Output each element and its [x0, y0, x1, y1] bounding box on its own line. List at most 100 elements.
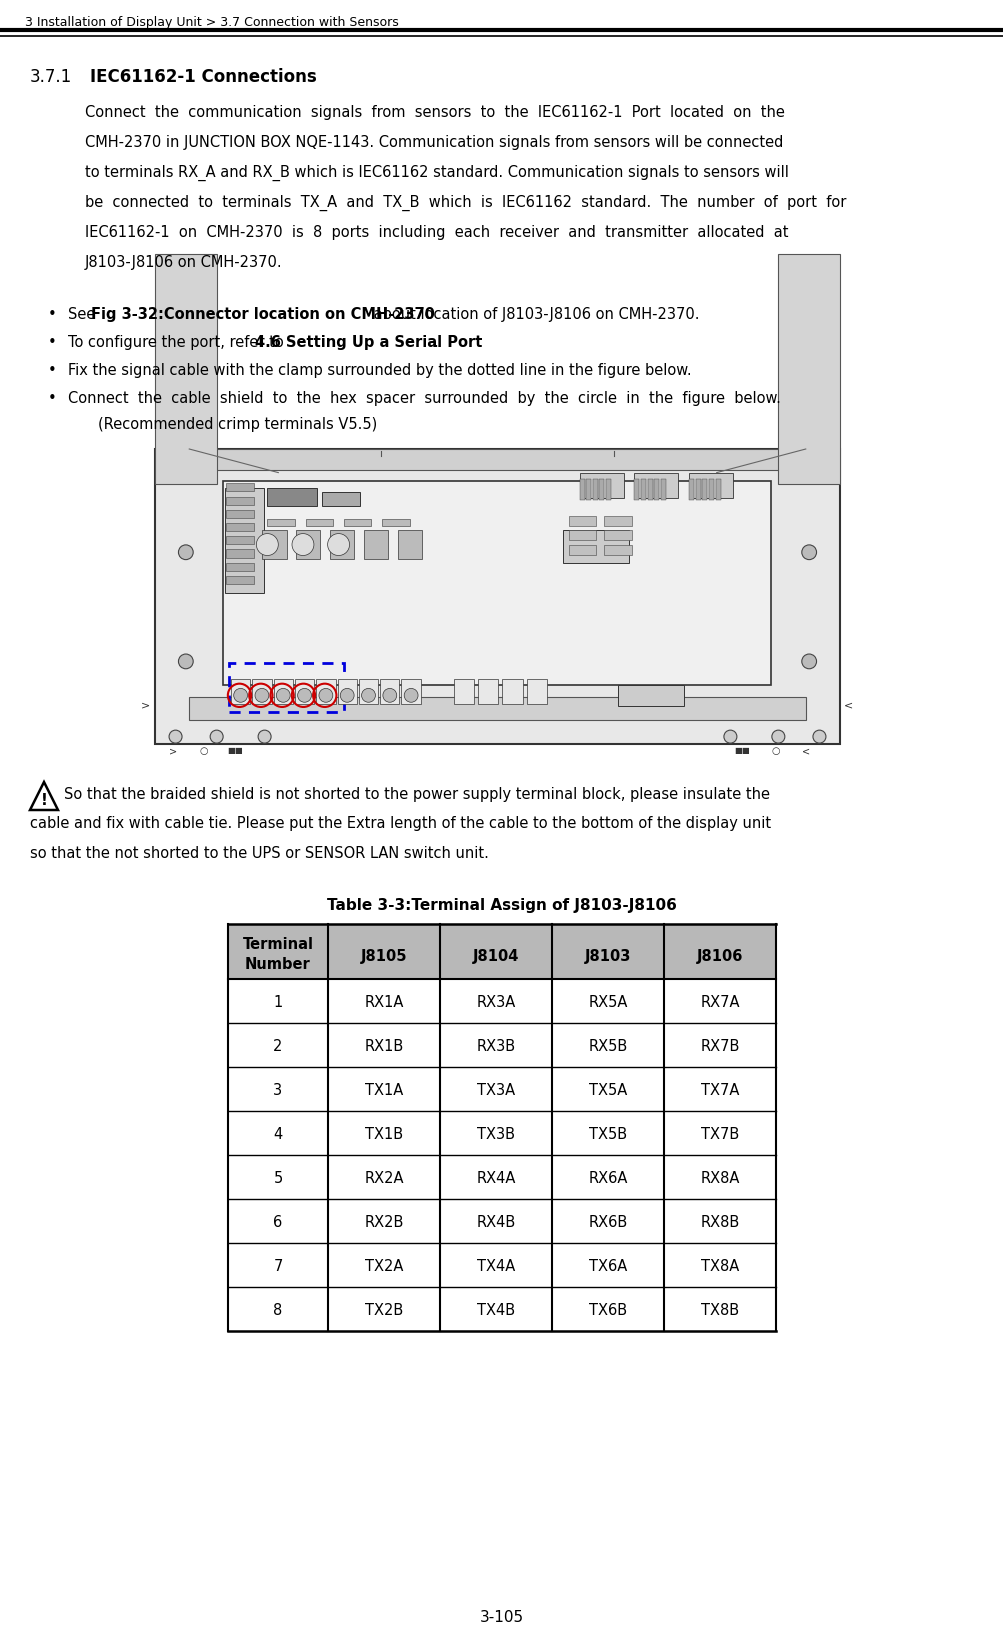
Bar [337, 680, 356, 704]
Text: RX6A: RX6A [588, 1171, 627, 1186]
Circle shape [297, 688, 311, 703]
Bar [708, 480, 713, 500]
Bar [579, 473, 623, 498]
Bar [227, 523, 254, 531]
Bar [228, 1066, 775, 1111]
Text: TX2A: TX2A [364, 1260, 403, 1274]
Text: 8: 8 [273, 1302, 282, 1319]
Bar [592, 480, 597, 500]
Text: RX6B: RX6B [588, 1215, 627, 1230]
Bar [363, 531, 388, 559]
Text: to terminals RX_A and RX_B which is IEC61162 standard. Communication signals to : to terminals RX_A and RX_B which is IEC6… [85, 165, 788, 182]
Bar [228, 1155, 775, 1199]
Bar [526, 680, 547, 704]
Bar [634, 473, 678, 498]
Bar [228, 1024, 775, 1066]
Text: Terminal: Terminal [243, 937, 313, 952]
Bar [604, 516, 631, 526]
Bar [267, 519, 295, 526]
Bar [563, 531, 629, 563]
Bar [227, 549, 254, 557]
Bar [189, 449, 805, 470]
Text: TX4A: TX4A [476, 1260, 515, 1274]
Bar [228, 1243, 775, 1287]
Bar [604, 544, 631, 555]
Bar [262, 531, 286, 559]
Circle shape [801, 545, 815, 560]
Circle shape [801, 654, 815, 668]
Text: ○: ○ [200, 745, 208, 757]
Text: RX1B: RX1B [364, 1038, 403, 1053]
Circle shape [340, 688, 354, 703]
Text: TX5B: TX5B [589, 1127, 627, 1142]
Bar [228, 1199, 775, 1243]
Bar [502, 680, 523, 704]
Circle shape [327, 534, 349, 555]
Text: J8106: J8106 [696, 948, 742, 965]
Bar [397, 531, 422, 559]
Text: RX5B: RX5B [588, 1038, 627, 1053]
Text: TX7B: TX7B [700, 1127, 738, 1142]
Bar [568, 544, 596, 555]
Bar [227, 509, 254, 518]
Bar [453, 680, 473, 704]
Text: J8105: J8105 [360, 948, 407, 965]
Circle shape [169, 731, 182, 744]
Text: RX2A: RX2A [364, 1171, 403, 1186]
Text: be  connected  to  terminals  TX_A  and  TX_B  which  is  IEC61162  standard.  T: be connected to terminals TX_A and TX_B … [85, 195, 846, 211]
Text: <: < [844, 701, 853, 711]
Text: TX2B: TX2B [364, 1302, 403, 1319]
Text: CMH-2370 in JUNCTION BOX NQE-1143. Communication signals from sensors will be co: CMH-2370 in JUNCTION BOX NQE-1143. Commu… [85, 134, 782, 151]
Text: •: • [48, 336, 57, 351]
Text: 3.7.1: 3.7.1 [30, 69, 72, 87]
Text: Connect  the  cable  shield  to  the  hex  spacer  surrounded  by  the  circle  : Connect the cable shield to the hex spac… [68, 391, 780, 406]
Text: 3-105: 3-105 [479, 1610, 524, 1625]
Text: IEC61162-1  on  CMH-2370  is  8  ports  including  each  receiver  and  transmit: IEC61162-1 on CMH-2370 is 8 ports includ… [85, 224, 787, 241]
Circle shape [382, 688, 396, 703]
Text: >: > [169, 745, 177, 757]
Text: .: . [432, 336, 437, 351]
Bar [189, 696, 805, 721]
Text: RX3A: RX3A [475, 994, 516, 1011]
Text: RX1A: RX1A [364, 994, 403, 1011]
Polygon shape [30, 781, 58, 811]
Bar [702, 480, 707, 500]
Text: Number: Number [245, 957, 311, 971]
Text: 3 Installation of Display Unit > 3.7 Connection with Sensors: 3 Installation of Display Unit > 3.7 Con… [25, 16, 398, 29]
Bar [579, 480, 584, 500]
Circle shape [210, 731, 223, 744]
Circle shape [404, 688, 417, 703]
Text: RX8A: RX8A [700, 1171, 739, 1186]
Text: 3: 3 [273, 1083, 282, 1097]
Bar [777, 254, 840, 485]
Circle shape [319, 688, 332, 703]
Bar [634, 480, 639, 500]
Bar [477, 680, 497, 704]
Circle shape [276, 688, 290, 703]
Text: RX7A: RX7A [699, 994, 739, 1011]
Text: 2: 2 [273, 1038, 283, 1053]
Bar [231, 680, 250, 704]
Circle shape [812, 731, 825, 744]
Bar [228, 1287, 775, 1332]
Bar [689, 480, 693, 500]
Text: Fix the signal cable with the clamp surrounded by the dotted line in the figure : Fix the signal cable with the clamp surr… [68, 364, 691, 378]
Circle shape [234, 688, 248, 703]
Text: RX5A: RX5A [588, 994, 627, 1011]
Bar [227, 496, 254, 505]
Text: 5: 5 [273, 1171, 282, 1186]
Circle shape [292, 534, 314, 555]
Text: RX2B: RX2B [364, 1215, 403, 1230]
Bar [599, 480, 604, 500]
Bar [604, 531, 631, 541]
Text: RX4B: RX4B [475, 1215, 516, 1230]
Bar [344, 519, 371, 526]
Text: 4: 4 [273, 1127, 282, 1142]
Bar [654, 480, 659, 500]
Text: Connect  the  communication  signals  from  sensors  to  the  IEC61162-1  Port  : Connect the communication signals from s… [85, 105, 784, 120]
Text: TX4B: TX4B [476, 1302, 515, 1319]
Text: >: > [140, 701, 150, 711]
Bar [154, 254, 217, 485]
Bar [329, 531, 354, 559]
Text: TX3A: TX3A [476, 1083, 515, 1097]
